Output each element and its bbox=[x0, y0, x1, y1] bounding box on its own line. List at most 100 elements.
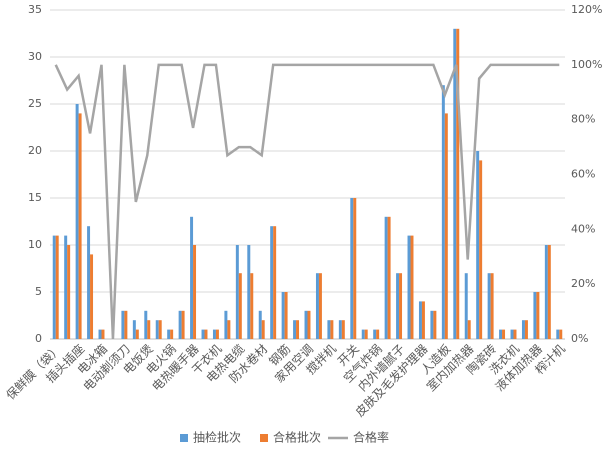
bar bbox=[521, 320, 525, 339]
bar bbox=[441, 85, 445, 339]
y2-tick-label: 120% bbox=[571, 3, 602, 16]
bar bbox=[396, 273, 400, 339]
bar bbox=[330, 320, 334, 339]
y2-tick-label: 40% bbox=[571, 222, 595, 235]
y2-tick-label: 20% bbox=[571, 277, 595, 290]
y-tick-label: 0 bbox=[35, 332, 42, 345]
y2-tick-label: 60% bbox=[571, 168, 595, 181]
bar bbox=[147, 320, 151, 339]
bar bbox=[327, 320, 331, 339]
bar bbox=[124, 310, 128, 339]
bar bbox=[212, 329, 216, 339]
bar bbox=[476, 151, 480, 339]
bar bbox=[318, 273, 322, 339]
bar bbox=[296, 320, 300, 339]
bar bbox=[479, 160, 483, 339]
bar bbox=[490, 273, 494, 339]
y-tick-label: 15 bbox=[28, 191, 42, 204]
bar bbox=[170, 329, 174, 339]
bar bbox=[399, 273, 403, 339]
bar bbox=[544, 245, 548, 339]
bar bbox=[533, 292, 537, 339]
bar bbox=[55, 235, 59, 339]
bar bbox=[178, 310, 182, 339]
bar bbox=[101, 329, 105, 339]
bar bbox=[487, 273, 491, 339]
bar bbox=[201, 329, 205, 339]
bar bbox=[499, 329, 503, 339]
bar bbox=[293, 320, 297, 339]
legend-swatch bbox=[180, 434, 188, 442]
bar bbox=[90, 254, 94, 339]
bar bbox=[364, 329, 368, 339]
bar bbox=[121, 310, 125, 339]
bar bbox=[350, 198, 354, 339]
y-tick-label: 25 bbox=[28, 97, 42, 110]
rate-line bbox=[54, 63, 560, 340]
bar bbox=[456, 28, 460, 340]
bar bbox=[353, 198, 357, 339]
bar bbox=[524, 320, 528, 339]
bar bbox=[453, 28, 457, 340]
bar bbox=[376, 329, 380, 339]
bar bbox=[421, 301, 425, 339]
bar bbox=[304, 310, 308, 339]
bar bbox=[513, 329, 517, 339]
bar bbox=[407, 235, 411, 339]
legend-label: 抽检批次 bbox=[193, 430, 241, 445]
bar bbox=[502, 329, 506, 339]
bar bbox=[144, 310, 148, 339]
bar bbox=[410, 235, 414, 339]
bar bbox=[52, 235, 56, 339]
y-tick-label: 30 bbox=[28, 50, 42, 63]
bar bbox=[261, 320, 265, 339]
bar bbox=[467, 320, 471, 339]
y2-tick-label: 80% bbox=[571, 113, 595, 126]
bar bbox=[536, 292, 540, 339]
bar bbox=[87, 226, 91, 339]
bar bbox=[338, 320, 342, 339]
bar bbox=[190, 216, 194, 339]
bar bbox=[361, 329, 365, 339]
legend-label: 合格批次 bbox=[273, 430, 321, 445]
bar bbox=[238, 273, 242, 339]
y2-tick-label: 100% bbox=[571, 58, 602, 71]
bar bbox=[464, 273, 468, 339]
bar bbox=[181, 310, 185, 339]
bar bbox=[384, 216, 388, 339]
bar bbox=[235, 245, 239, 339]
bar bbox=[373, 329, 377, 339]
y-tick-label: 20 bbox=[28, 144, 42, 157]
bar bbox=[556, 329, 560, 339]
bar bbox=[510, 329, 514, 339]
bar bbox=[224, 310, 228, 339]
legend-swatch bbox=[260, 434, 268, 442]
bar bbox=[135, 329, 139, 339]
bar bbox=[204, 329, 208, 339]
y-tick-label: 35 bbox=[28, 3, 42, 16]
bar bbox=[284, 292, 288, 339]
bar bbox=[281, 292, 285, 339]
bar bbox=[155, 320, 159, 339]
y-tick-label: 10 bbox=[28, 238, 42, 251]
bar bbox=[227, 320, 231, 339]
bar bbox=[64, 235, 68, 339]
bar bbox=[418, 301, 422, 339]
bar bbox=[75, 104, 79, 339]
y-tick-label: 5 bbox=[35, 285, 42, 298]
bar bbox=[78, 113, 82, 340]
bar bbox=[258, 310, 262, 339]
bar bbox=[444, 113, 448, 340]
y2-tick-label: 0% bbox=[571, 332, 588, 345]
bar bbox=[67, 245, 71, 339]
bar bbox=[307, 310, 311, 339]
bar bbox=[193, 245, 197, 339]
bar bbox=[387, 216, 391, 339]
bar bbox=[98, 329, 102, 339]
bar bbox=[247, 245, 251, 339]
bar bbox=[158, 320, 162, 339]
bar bbox=[559, 329, 563, 339]
bar bbox=[315, 273, 319, 339]
bar bbox=[215, 329, 219, 339]
